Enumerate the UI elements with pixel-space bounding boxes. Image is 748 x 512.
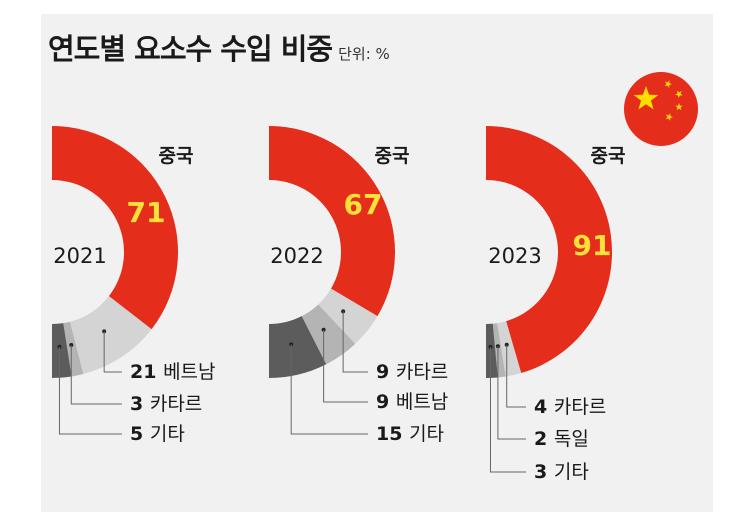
legend-country: 카타르 xyxy=(554,396,606,418)
flag-big-star xyxy=(633,86,659,110)
legend-country: 카타르 xyxy=(150,393,202,415)
leader-line xyxy=(103,331,122,373)
slice-카타르 xyxy=(497,321,522,377)
slice-기타 xyxy=(52,323,72,378)
legend-country: 기타 xyxy=(554,461,589,483)
main-value-label: 71 xyxy=(127,196,166,229)
flag-circle xyxy=(624,72,698,146)
legend-entry: 9 카타르 xyxy=(376,361,448,383)
slice-기타 xyxy=(269,316,327,378)
legend-value: 4 xyxy=(534,396,554,418)
main-value-label: 91 xyxy=(573,229,612,262)
legend-entry: 4 카타르 xyxy=(534,396,606,418)
slice-china xyxy=(269,126,395,317)
legend-value: 21 xyxy=(130,361,163,383)
slice-카타르 xyxy=(318,288,378,344)
legend-country: 기타 xyxy=(409,423,444,445)
slice-카타르 xyxy=(63,321,84,377)
legend-country: 카타르 xyxy=(396,361,448,383)
legend-value: 5 xyxy=(130,423,150,445)
slice-독일 xyxy=(492,323,506,378)
flag-small-star xyxy=(664,80,672,88)
legend-entry: 15 기타 xyxy=(376,423,444,445)
legend-entry: 3 카타르 xyxy=(130,393,202,415)
header: 연도별 요소수 수입 비중 단위: % xyxy=(48,26,390,68)
slice-china xyxy=(486,126,613,373)
year-label: 2023 xyxy=(488,244,541,268)
legend-value: 15 xyxy=(376,423,409,445)
legend-country: 베트남 xyxy=(396,391,448,413)
legend-value: 3 xyxy=(534,461,554,483)
leader-line xyxy=(323,329,368,403)
leader-line xyxy=(342,311,368,373)
slice-기타 xyxy=(486,323,498,378)
legend-value: 2 xyxy=(534,428,554,450)
legend-country: 독일 xyxy=(554,428,589,450)
year-label: 2022 xyxy=(270,244,323,268)
flag-small-star xyxy=(665,113,673,121)
leader-line xyxy=(290,344,368,435)
legend-entry: 21 베트남 xyxy=(130,361,216,383)
legend-value: 3 xyxy=(130,393,150,415)
legend-country: 기타 xyxy=(150,423,185,445)
leader-line xyxy=(58,346,122,435)
leader-line xyxy=(70,345,122,405)
legend-value: 9 xyxy=(376,361,396,383)
legend-country: 베트남 xyxy=(163,361,215,383)
main-country-label: 중국 xyxy=(159,145,194,167)
unit-label: 단위: % xyxy=(338,45,390,63)
legend-entry: 2 독일 xyxy=(534,428,589,450)
flag-small-star xyxy=(675,90,683,98)
main-value-label: 67 xyxy=(344,188,383,221)
page-title: 연도별 요소수 수입 비중 xyxy=(48,32,333,66)
year-label: 2021 xyxy=(53,244,106,268)
slice-china xyxy=(52,126,179,330)
main-country-label: 중국 xyxy=(591,145,626,167)
china-flag-icon xyxy=(624,72,698,146)
legend-value: 9 xyxy=(376,391,396,413)
leader-line xyxy=(489,346,526,473)
leader-line xyxy=(506,344,526,408)
legend-entry: 9 베트남 xyxy=(376,391,448,413)
leader-line xyxy=(497,346,526,440)
flag-small-star xyxy=(675,103,683,111)
slice-베트남 xyxy=(69,296,152,375)
legend-entry: 5 기타 xyxy=(130,423,185,445)
legend-entry: 3 기타 xyxy=(534,461,589,483)
slice-베트남 xyxy=(301,304,356,365)
main-country-label: 중국 xyxy=(375,145,410,167)
